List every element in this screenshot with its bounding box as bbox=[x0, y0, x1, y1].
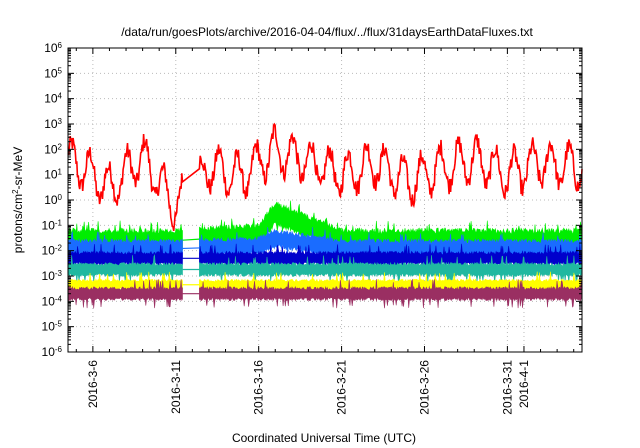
x-tick-label: 2016-3-26 bbox=[417, 360, 431, 415]
y-tick-label: 101 bbox=[44, 167, 62, 182]
y-tick-base: 10 bbox=[44, 168, 58, 182]
y-axis-label-unit: protons/cm bbox=[11, 194, 25, 253]
x-tick-label: 2016-3-6 bbox=[86, 360, 100, 408]
x-axis-ticks: 2016-3-6 2016-3-11 2016-3-16 2016-3-21 2016-… bbox=[75, 48, 575, 415]
y-tick-base: 10 bbox=[44, 92, 58, 106]
y-tick-label: 10-3 bbox=[42, 269, 63, 284]
y-tick-base: 10 bbox=[42, 218, 56, 232]
y-tick-exponent: -4 bbox=[55, 294, 63, 303]
x-tick-label: 2016-4-1 bbox=[517, 360, 531, 408]
y-tick-exponent: -6 bbox=[55, 345, 63, 354]
gap-connector bbox=[182, 247, 200, 250]
y-tick-label: 10-1 bbox=[42, 218, 63, 233]
y-tick-label: 106 bbox=[44, 41, 62, 56]
y-tick-exponent: 5 bbox=[58, 66, 63, 75]
x-tick-label: 2016-3-31 bbox=[500, 360, 514, 415]
y-tick-label: 105 bbox=[44, 66, 62, 81]
y-tick-base: 10 bbox=[42, 294, 56, 308]
y-tick-label: 10-2 bbox=[42, 243, 63, 258]
y-axis-label-exponent: 2 bbox=[11, 189, 20, 194]
x-axis-label: Coordinated Universal Time (UTC) bbox=[232, 431, 416, 445]
y-tick-exponent: -3 bbox=[55, 269, 63, 278]
y-tick-label: 100 bbox=[44, 193, 62, 208]
y-tick-label: 10-5 bbox=[42, 319, 63, 334]
y-tick-exponent: -5 bbox=[55, 319, 63, 328]
y-tick-base: 10 bbox=[42, 269, 56, 283]
y-axis-label-rest: -sr-MeV bbox=[11, 147, 25, 190]
y-tick-base: 10 bbox=[42, 345, 56, 359]
y-tick-exponent: 3 bbox=[58, 117, 63, 126]
grid-lines bbox=[68, 48, 582, 352]
gap-connector bbox=[182, 238, 200, 241]
y-tick-exponent: 6 bbox=[58, 41, 63, 50]
chart-title: /data/run/goesPlots/archive/2016-04-04/f… bbox=[121, 25, 533, 39]
x-tick-label: 2016-3-11 bbox=[169, 360, 183, 414]
y-tick-base: 10 bbox=[44, 66, 58, 80]
y-tick-exponent: 2 bbox=[58, 142, 63, 151]
y-tick-label: 10-6 bbox=[42, 345, 63, 360]
y-axis-ticks: 10-610-510-410-310-210-11001011021031041… bbox=[42, 41, 582, 360]
y-tick-exponent: 0 bbox=[58, 193, 63, 202]
y-tick-exponent: -1 bbox=[55, 218, 63, 227]
y-tick-base: 10 bbox=[44, 142, 58, 156]
y-tick-base: 10 bbox=[42, 320, 56, 334]
y-tick-label: 104 bbox=[44, 91, 62, 106]
y-tick-base: 10 bbox=[42, 244, 56, 258]
y-tick-exponent: 4 bbox=[58, 91, 63, 100]
series-line bbox=[67, 122, 583, 232]
y-tick-base: 10 bbox=[44, 117, 58, 131]
x-tick-label: 2016-3-16 bbox=[252, 360, 266, 415]
y-tick-exponent: 1 bbox=[58, 167, 63, 176]
y-tick-label: 102 bbox=[44, 142, 62, 157]
y-axis-label: protons/cm2-sr-MeV bbox=[11, 147, 26, 253]
data-series bbox=[67, 122, 583, 309]
y-tick-label: 10-4 bbox=[42, 294, 63, 309]
y-tick-label: 103 bbox=[44, 117, 62, 132]
series-band bbox=[67, 253, 183, 285]
series-band bbox=[67, 279, 183, 309]
y-tick-base: 10 bbox=[44, 193, 58, 207]
y-tick-base: 10 bbox=[44, 41, 58, 55]
y-tick-exponent: -2 bbox=[55, 243, 63, 252]
x-tick-label: 2016-3-21 bbox=[335, 360, 349, 415]
